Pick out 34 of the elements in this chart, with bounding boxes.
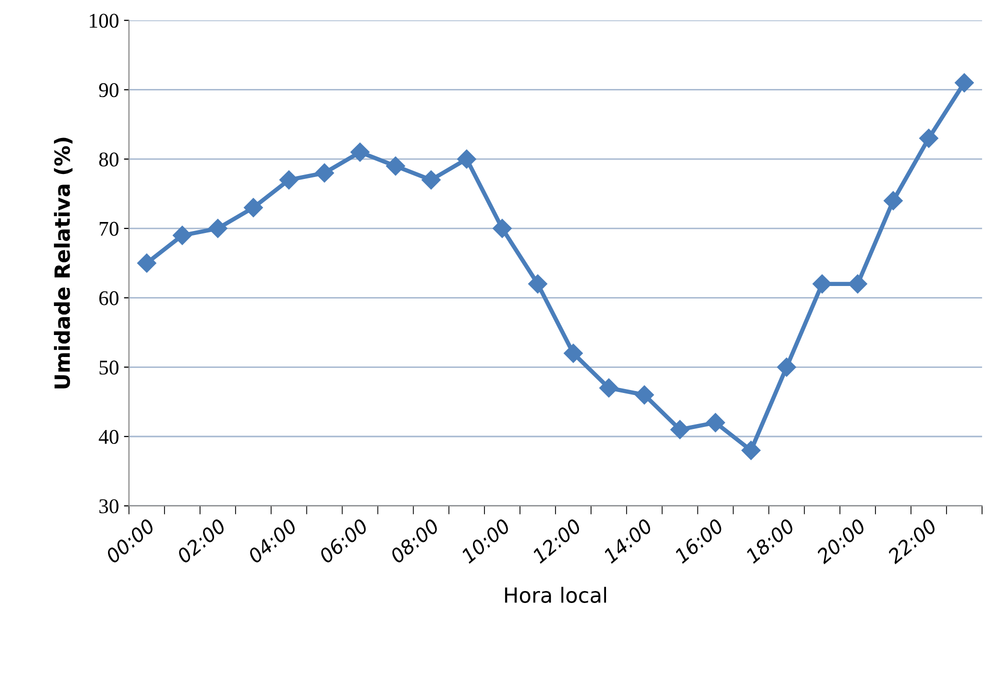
point	[670, 420, 690, 440]
point	[634, 385, 654, 404]
point	[954, 73, 974, 92]
point	[314, 163, 334, 182]
point	[244, 198, 263, 218]
y-axis-title: Umidade Relativa (%)	[54, 138, 73, 388]
point	[884, 191, 903, 210]
point	[492, 218, 512, 238]
point	[350, 142, 370, 162]
y-tick-label: 90	[99, 83, 118, 98]
point	[528, 274, 548, 294]
y-tick-label: 50	[100, 360, 118, 375]
point	[208, 218, 228, 238]
point	[172, 226, 192, 245]
point	[777, 358, 796, 377]
point	[386, 156, 406, 176]
point	[919, 128, 938, 148]
y-tick-label: 100	[90, 14, 118, 28]
point	[564, 344, 583, 363]
y-tick-label: 70	[100, 222, 118, 236]
point	[812, 274, 832, 294]
point	[741, 440, 761, 460]
x-axis-title: Hora local	[505, 586, 606, 603]
point	[706, 413, 726, 432]
point	[137, 254, 156, 273]
point	[422, 170, 441, 190]
y-tick-label: 80	[99, 152, 118, 167]
point	[279, 170, 298, 190]
y-tick-label: 60	[99, 291, 118, 306]
point	[848, 274, 868, 294]
point	[457, 150, 476, 169]
y-tick-label: 40	[98, 430, 118, 444]
point	[599, 378, 618, 398]
y-tick-label: 30	[99, 499, 118, 514]
